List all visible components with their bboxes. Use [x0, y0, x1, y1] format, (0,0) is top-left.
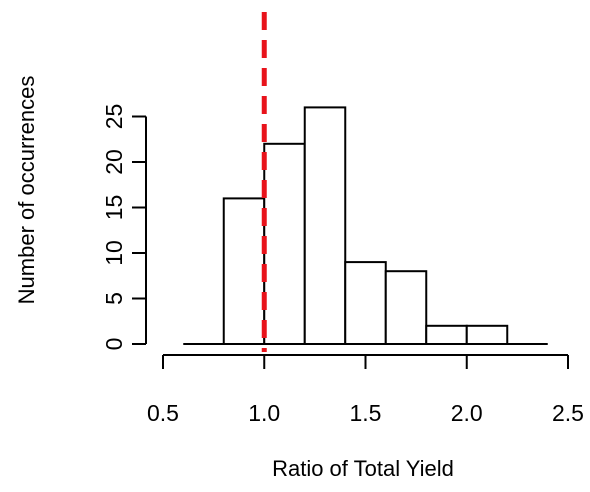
- y-axis: 0 5 10 15 20 25: [101, 104, 147, 351]
- y-tick-label: 15: [101, 195, 127, 221]
- x-tick-label: 0.5: [147, 400, 179, 426]
- y-tick-label: 10: [101, 240, 127, 266]
- y-tick-label: 5: [101, 292, 127, 305]
- x-tick-label: 2.5: [552, 400, 584, 426]
- x-axis: 0.5 1.0 1.5 2.0 2.5: [147, 354, 584, 426]
- x-tick-label: 1.0: [248, 400, 280, 426]
- histogram-bar: [465, 324, 509, 345]
- y-tick-label: 20: [101, 149, 127, 175]
- histogram-bar: [303, 106, 347, 346]
- x-axis-title: Ratio of Total Yield: [272, 456, 454, 481]
- y-tick-label: 0: [101, 338, 127, 351]
- histogram-bar: [384, 270, 428, 346]
- histogram-bars: [222, 106, 509, 346]
- histogram-bar: [222, 197, 266, 345]
- histogram-bar: [425, 324, 468, 345]
- x-tick-label: 1.5: [350, 400, 382, 426]
- histogram-bar: [263, 142, 306, 345]
- y-tick-label: 25: [101, 104, 127, 130]
- y-axis-title: Number of occurrences: [14, 76, 39, 305]
- histogram-bar: [344, 261, 387, 346]
- x-tick-label: 2.0: [451, 400, 483, 426]
